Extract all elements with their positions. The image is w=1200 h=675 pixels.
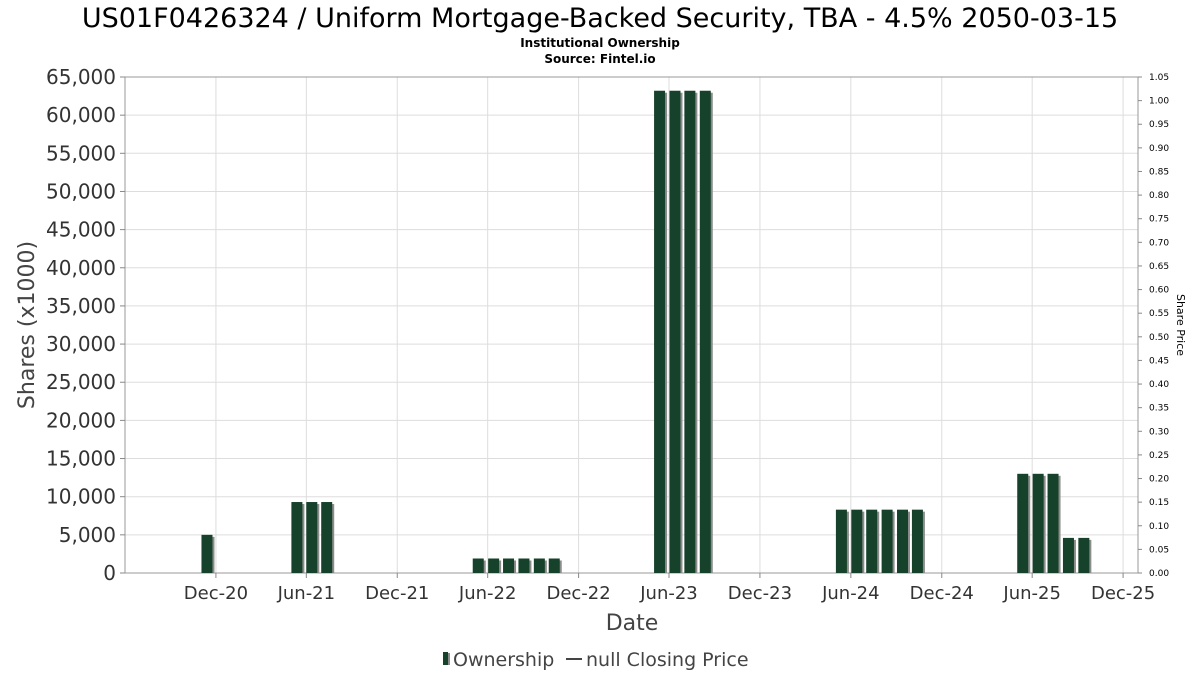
right-y-tick-label: 0.05 — [1149, 545, 1169, 555]
right-y-tick-label: 0.95 — [1149, 120, 1169, 130]
x-tick-label: Jun-24 — [821, 583, 880, 604]
y-tick-label: 35,000 — [46, 294, 116, 318]
y-tick-label: 40,000 — [46, 256, 116, 280]
right-y-tick-label: 0.55 — [1149, 309, 1169, 319]
bar — [911, 509, 923, 573]
bar — [851, 509, 863, 573]
bar — [654, 90, 666, 573]
x-tick-label: Jun-21 — [277, 583, 336, 604]
right-y-tick-label: 0.80 — [1149, 191, 1169, 201]
y-tick-label: 10,000 — [46, 485, 116, 509]
legend-closing-price-label: null Closing Price — [586, 649, 749, 671]
bar — [897, 509, 909, 573]
bar — [306, 502, 318, 573]
y-tick-label: 55,000 — [46, 141, 116, 165]
x-tick-label: Dec-22 — [546, 583, 610, 604]
x-tick-label: Jun-25 — [1002, 583, 1061, 604]
bar — [291, 502, 303, 573]
grid — [125, 76, 1138, 574]
x-tick-label: Jun-22 — [458, 583, 517, 604]
y-tick-label: 30,000 — [46, 332, 116, 356]
x-tick-label: Jun-23 — [639, 583, 698, 604]
chart-source: Source: Fintel.io — [544, 52, 655, 66]
right-y-axis: 0.00 0.05 0.10 0.15 0.20 0.25 0.30 0.35 0.40 0.45… — [1138, 73, 1169, 579]
legend-ownership-swatch-shadow — [448, 653, 450, 665]
bar — [835, 509, 847, 573]
right-y-tick-label: 1.05 — [1149, 73, 1169, 83]
right-y-tick-label: 0.25 — [1149, 451, 1169, 461]
bar — [1032, 473, 1044, 573]
y-tick-label: 5,000 — [59, 523, 116, 547]
legend-ownership-label: Ownership — [453, 649, 554, 671]
right-y-tick-label: 0.00 — [1149, 569, 1169, 579]
y-tick-label: 50,000 — [46, 179, 116, 203]
bar — [533, 558, 545, 573]
bar — [548, 558, 560, 573]
y-tick-label: 0 — [103, 561, 116, 585]
right-y-tick-label: 0.75 — [1149, 215, 1169, 225]
chart-title: US01F0426324 / Uniform Mortgage-Backed S… — [82, 3, 1118, 34]
right-y-tick-label: 0.50 — [1149, 333, 1169, 343]
y-axis-label: Shares (x1000) — [15, 241, 40, 409]
y-tick-label: 25,000 — [46, 370, 116, 394]
right-y-tick-label: 0.60 — [1149, 286, 1169, 296]
bar — [1062, 537, 1074, 573]
bar — [321, 502, 333, 573]
right-y-tick-label: 0.30 — [1149, 427, 1169, 437]
right-y-tick-label: 0.10 — [1149, 522, 1169, 532]
plot-area — [124, 76, 1139, 574]
right-y-axis-label: Share Price — [1174, 294, 1187, 356]
bar — [201, 534, 213, 573]
bar — [472, 558, 484, 573]
bar — [1047, 473, 1059, 573]
right-y-tick-label: 0.45 — [1149, 356, 1169, 366]
y-tick-label: 65,000 — [46, 65, 116, 89]
bar — [503, 558, 515, 573]
right-y-tick-label: 0.35 — [1149, 404, 1169, 414]
bar — [1017, 473, 1029, 573]
right-y-tick-label: 0.90 — [1149, 144, 1169, 154]
bar — [669, 90, 681, 573]
x-tick-label: Dec-25 — [1091, 583, 1155, 604]
chart-subtitle: Institutional Ownership — [520, 36, 680, 50]
legend-ownership-swatch — [443, 652, 448, 665]
bar — [866, 509, 878, 573]
y-tick-label: 20,000 — [46, 408, 116, 432]
bar — [699, 90, 711, 573]
bar — [1078, 537, 1090, 573]
y-tick-label: 15,000 — [46, 447, 116, 471]
legend: Ownership null Closing Price — [443, 649, 749, 671]
right-y-tick-label: 0.40 — [1149, 380, 1169, 390]
right-y-tick-label: 0.70 — [1149, 238, 1169, 248]
right-y-tick-label: 1.00 — [1149, 97, 1169, 107]
x-tick-label: Dec-24 — [910, 583, 974, 604]
bar — [488, 558, 500, 573]
x-axis-label: Date — [606, 611, 659, 636]
x-tick-label: Dec-23 — [728, 583, 792, 604]
bar — [518, 558, 530, 573]
bar — [881, 509, 893, 573]
x-axis: Dec-20 Jun-21 Dec-21 Jun-22 Dec-22 Jun-23 Dec-… — [184, 573, 1155, 604]
y-tick-label: 60,000 — [46, 103, 116, 127]
right-y-tick-label: 0.20 — [1149, 475, 1169, 485]
left-y-axis: 0 5,000 10,000 15,000 20,000 25,000 30,000 35,0… — [46, 65, 125, 585]
right-y-tick-label: 0.85 — [1149, 167, 1169, 177]
x-tick-label: Dec-21 — [365, 583, 429, 604]
right-y-tick-label: 0.65 — [1149, 262, 1169, 272]
x-tick-label: Dec-20 — [184, 583, 248, 604]
right-y-tick-label: 0.15 — [1149, 498, 1169, 508]
bar — [684, 90, 696, 573]
y-tick-label: 45,000 — [46, 218, 116, 242]
bars — [201, 90, 1092, 573]
